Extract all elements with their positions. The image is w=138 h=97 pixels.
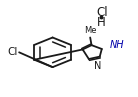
Text: Cl: Cl	[7, 47, 18, 57]
Text: N: N	[94, 61, 101, 71]
Text: NH: NH	[110, 40, 125, 50]
Text: H: H	[97, 16, 106, 29]
Text: Me: Me	[84, 26, 96, 35]
Text: Cl: Cl	[96, 6, 108, 19]
